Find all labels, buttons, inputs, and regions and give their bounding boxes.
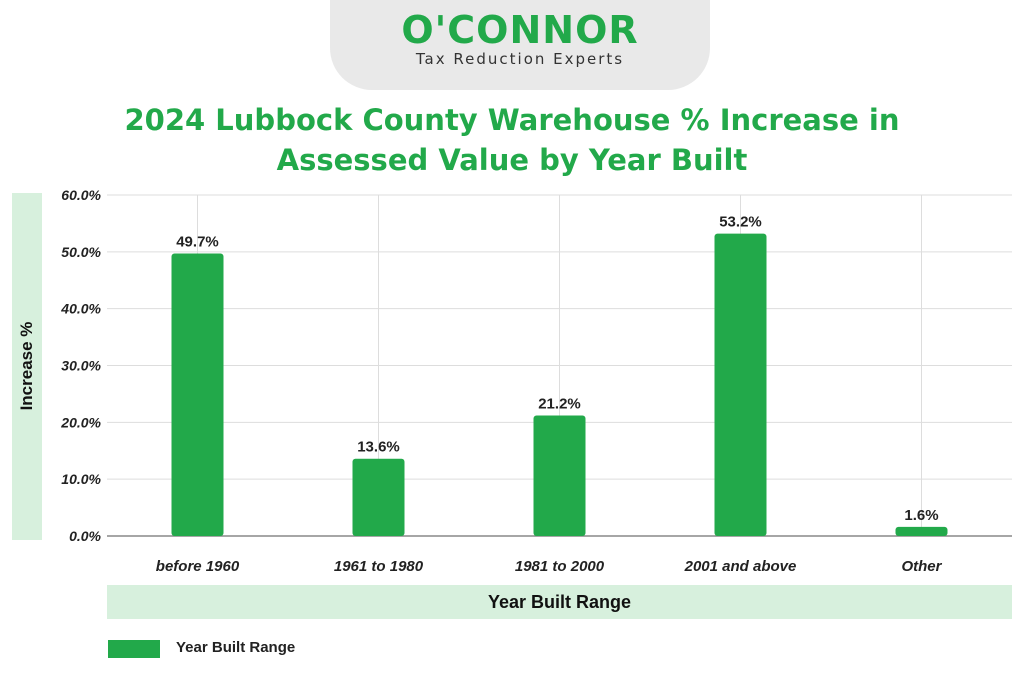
data-label: 21.2% [538, 396, 581, 413]
x-tick-label: 1961 to 1980 [334, 558, 424, 575]
bar [352, 458, 405, 536]
y-axis-label-band [12, 193, 42, 540]
legend-label: Year Built Range [176, 639, 296, 656]
data-label: 49.7% [176, 234, 219, 251]
y-tick-label: 40.0% [60, 301, 101, 317]
bar [171, 253, 224, 536]
logo-tagline: Tax Reduction Experts [415, 50, 625, 68]
logo-banner: O'CONNOR Tax Reduction Experts [330, 0, 710, 90]
x-tick-label: 2001 and above [684, 558, 797, 575]
y-tick-label: 20.0% [60, 414, 101, 430]
data-label: 1.6% [904, 507, 938, 524]
y-tick-label: 30.0% [61, 358, 101, 374]
x-tick-label: Other [901, 558, 942, 575]
data-label: 13.6% [357, 439, 400, 456]
bar [533, 415, 586, 536]
bar [714, 233, 767, 536]
x-tick-label: before 1960 [156, 558, 240, 575]
logo-wordmark: O'CONNOR [401, 8, 639, 52]
y-tick-label: 10.0% [61, 471, 101, 487]
bar [895, 526, 948, 536]
y-tick-label: 50.0% [61, 244, 101, 260]
x-axis-label: Year Built Range [107, 585, 1012, 619]
data-label: 53.2% [719, 214, 762, 231]
y-tick-label: 0.0% [69, 528, 101, 544]
chart-title: 2024 Lubbock County Warehouse % Increase… [124, 103, 900, 177]
y-tick-label: 60.0% [61, 187, 101, 203]
legend-swatch [108, 640, 160, 658]
x-tick-label: 1981 to 2000 [515, 558, 605, 575]
